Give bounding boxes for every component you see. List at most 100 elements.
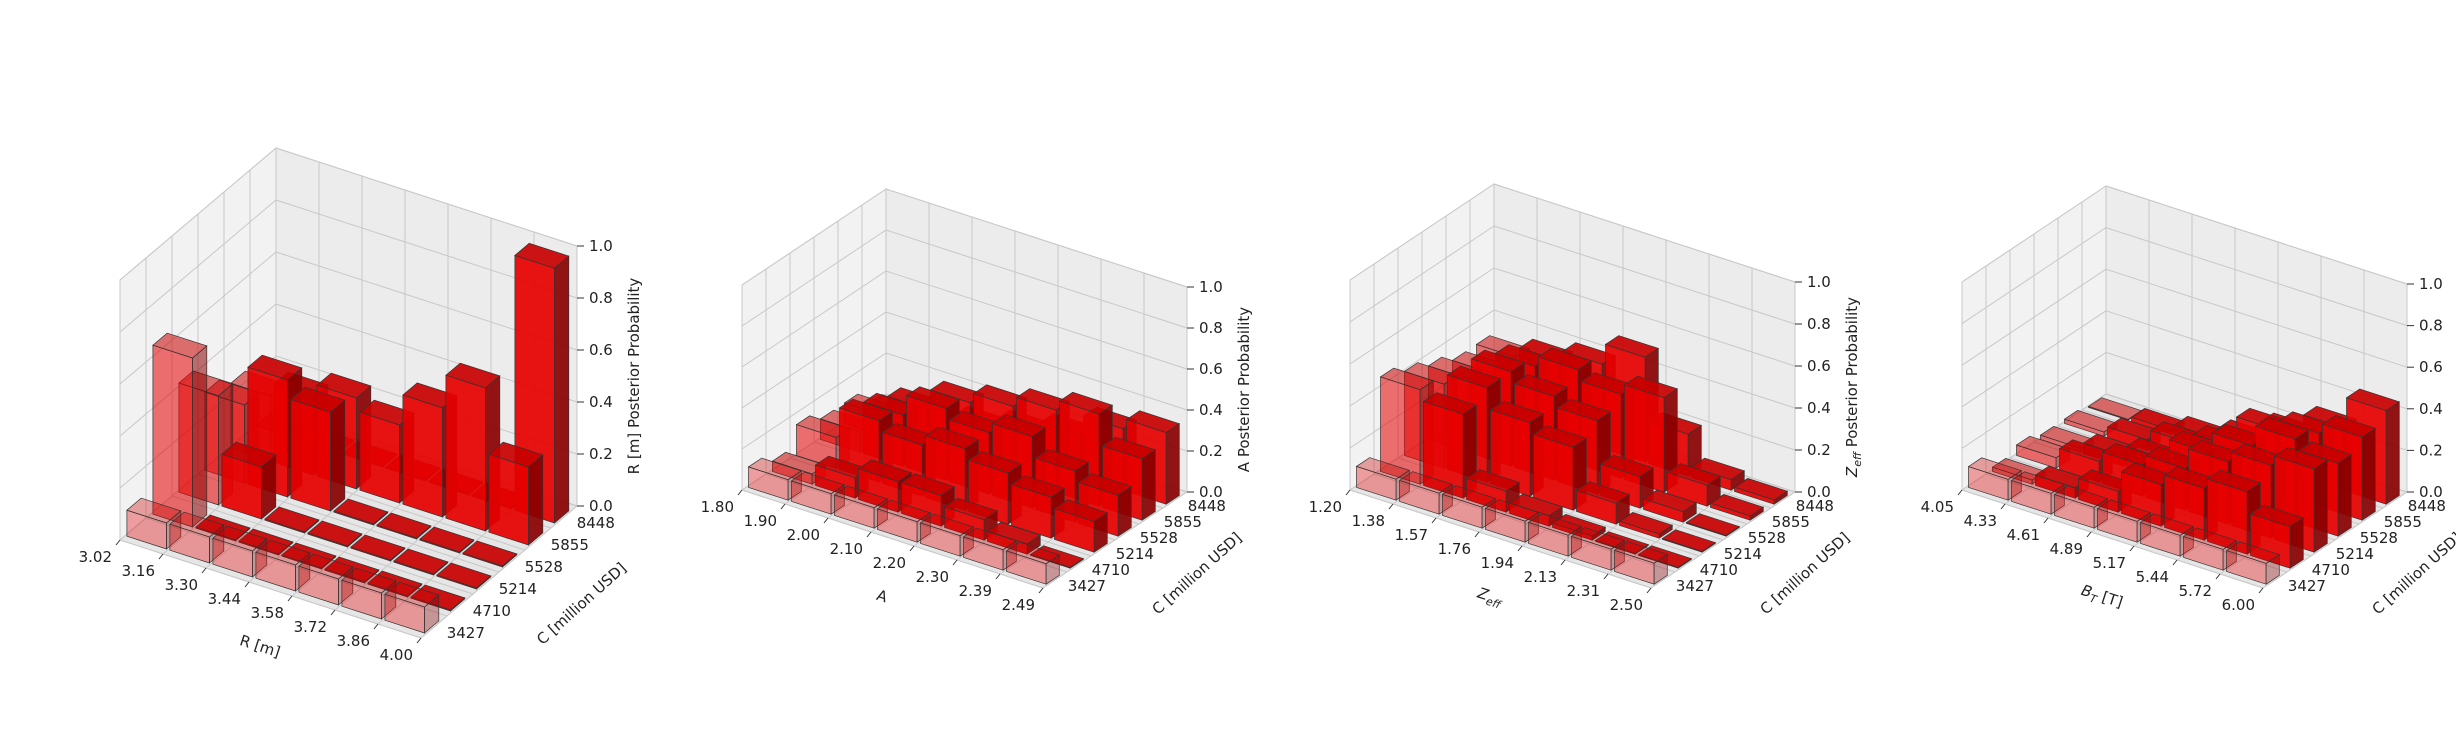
x-tick-mark xyxy=(909,545,915,552)
x-tick-label: 3.58 xyxy=(251,604,284,622)
bar xyxy=(264,506,320,534)
z-tick-label: 1.0 xyxy=(589,237,613,255)
bar xyxy=(1053,499,1109,553)
x-tick-mark xyxy=(1388,503,1394,510)
x-tick-label: 4.33 xyxy=(1964,512,1997,530)
x-tick-mark xyxy=(201,567,207,574)
y-tick-label: 3427 xyxy=(447,624,485,642)
bar xyxy=(876,499,932,543)
x-tick-mark xyxy=(2086,531,2092,538)
bar xyxy=(333,498,389,526)
bar xyxy=(1422,392,1478,499)
x-tick-label: 2.00 xyxy=(787,526,820,544)
z-tick-label: 1.0 xyxy=(1807,273,1831,291)
x-tick-label: 4.00 xyxy=(380,646,413,664)
x-tick-mark xyxy=(1646,587,1652,594)
x-tick-mark xyxy=(115,539,121,546)
y-tick-label: 4710 xyxy=(1700,561,1738,579)
bar xyxy=(2225,541,2281,585)
x-tick-mark xyxy=(2172,559,2178,566)
x-tick-label: 2.49 xyxy=(1002,596,1035,614)
x-tick-label: 2.30 xyxy=(916,568,949,586)
z-tick-label: 1.0 xyxy=(2419,275,2443,293)
bar xyxy=(410,584,466,612)
z-axis-label: A Posterior Probability xyxy=(1235,307,1253,473)
z-tick-label: 0.4 xyxy=(1807,399,1831,417)
y-tick-label: 5855 xyxy=(2384,513,2422,531)
bar xyxy=(290,386,346,512)
x-tick-label: 5.44 xyxy=(2136,568,2169,586)
x-axis-label: Zeff xyxy=(1473,584,1505,612)
x-tick-mark xyxy=(1957,489,1963,496)
bar xyxy=(1666,463,1722,507)
x-tick-label: 2.31 xyxy=(1567,582,1600,600)
y-tick-label: 5855 xyxy=(1772,513,1810,531)
z-tick-label: 0.4 xyxy=(2419,400,2443,418)
bar xyxy=(1005,541,1061,585)
y-tick-label: 5528 xyxy=(1140,529,1178,547)
chart-panel-2: 1.80 1.90 2.00 2.10 2.20 2.30 2.39 2.49 34274710… xyxy=(701,188,1253,618)
x-tick-label: 2.39 xyxy=(959,582,992,600)
x-tick-label: 3.02 xyxy=(79,548,112,566)
z-tick-label: 0.6 xyxy=(1199,360,1223,378)
chart-panel-3: 1.20 1.38 1.57 1.76 1.94 2.13 2.31 2.50 34274710… xyxy=(1309,183,1864,618)
bar xyxy=(221,441,277,520)
chart-panel-4: 4.05 4.33 4.61 4.89 5.17 5.44 5.72 6.00 34274710… xyxy=(1921,185,2456,618)
bar xyxy=(790,471,846,515)
x-tick-mark xyxy=(2129,545,2135,552)
x-tick-mark xyxy=(330,609,336,616)
x-tick-label: 6.00 xyxy=(2222,596,2255,614)
y-tick-label: 5855 xyxy=(551,536,589,554)
y-tick-label: 5214 xyxy=(1724,545,1762,563)
x-tick-mark xyxy=(1038,587,1044,594)
bar xyxy=(1685,513,1741,537)
x-tick-mark xyxy=(2258,587,2264,594)
bar xyxy=(488,441,544,546)
y-tick-label: 4710 xyxy=(473,602,511,620)
y-tick-label: 5214 xyxy=(499,580,537,598)
bar xyxy=(169,511,225,564)
bar xyxy=(393,548,449,576)
chart-panel-1: 3.02 3.16 3.30 3.44 3.58 3.72 3.86 4.00 3427 4710… xyxy=(79,146,643,664)
x-axis-label: R [m] xyxy=(238,631,283,661)
bars xyxy=(1355,335,1789,585)
bar xyxy=(298,553,354,606)
z-tick-label: 0.2 xyxy=(2419,441,2443,459)
bar xyxy=(1661,529,1717,553)
x-axis-label: A xyxy=(874,586,890,607)
bar xyxy=(1709,494,1765,521)
x-tick-mark xyxy=(1345,489,1351,496)
x-tick-mark xyxy=(2000,503,2006,510)
y-tick-label: 8448 xyxy=(1188,497,1226,515)
bar xyxy=(324,556,380,584)
y-tick-label: 8448 xyxy=(1796,497,1834,515)
y-tick-label: 4710 xyxy=(1092,561,1130,579)
z-axis-label: Zeff Posterior Probability xyxy=(1843,297,1864,478)
bar xyxy=(1618,512,1674,539)
x-tick-mark xyxy=(823,517,829,524)
x-tick-label: 1.76 xyxy=(1438,540,1471,558)
y-tick-label: 5855 xyxy=(1164,513,1202,531)
y-tick-label: 8448 xyxy=(2408,497,2446,515)
x-tick-label: 4.61 xyxy=(2007,526,2040,544)
y-tick-label: 3427 xyxy=(2288,577,2326,595)
bars xyxy=(126,242,570,634)
x-tick-mark xyxy=(416,637,422,644)
x-tick-label: 3.16 xyxy=(122,562,155,580)
z-tick-label: 0.4 xyxy=(589,393,613,411)
x-tick-mark xyxy=(1560,559,1566,566)
z-tick-label: 0.2 xyxy=(1807,441,1831,459)
bar xyxy=(281,542,337,570)
bar xyxy=(152,332,208,528)
x-tick-mark xyxy=(2043,517,2049,524)
y-tick-label: 3427 xyxy=(1676,577,1714,595)
bar xyxy=(126,497,182,550)
bar xyxy=(341,567,397,620)
bar xyxy=(1551,514,1607,541)
y-tick-label: 8448 xyxy=(577,514,615,532)
y-tick-label: 3427 xyxy=(1068,577,1106,595)
x-tick-mark xyxy=(995,573,1001,580)
z-tick-label: 0.8 xyxy=(2419,317,2443,335)
bar xyxy=(1642,489,1698,523)
